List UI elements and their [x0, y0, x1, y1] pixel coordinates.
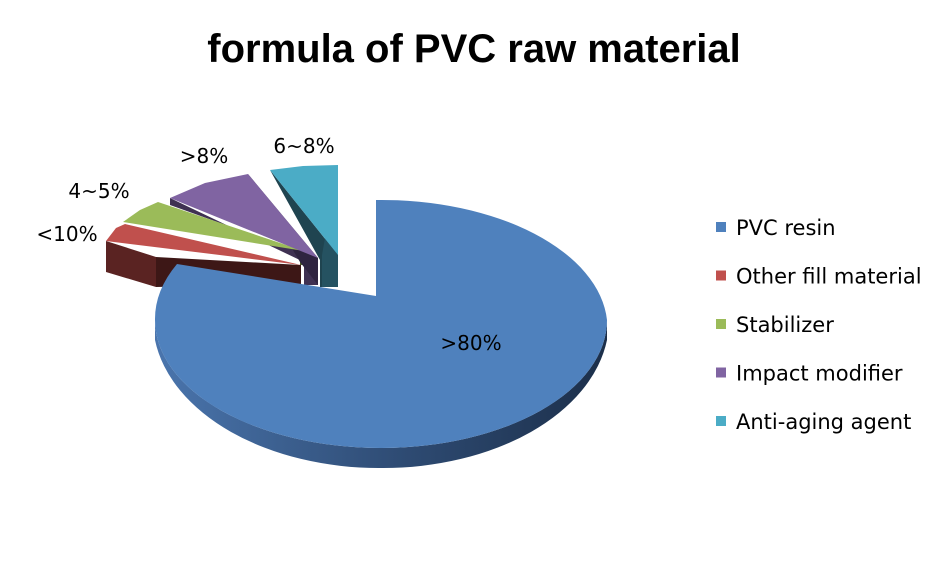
legend-label-anti-aging-agent: Anti-aging agent	[736, 410, 911, 434]
legend-swatch-other-fill-material	[716, 270, 726, 281]
slice-impact-modifier	[170, 174, 318, 258]
legend-item-other-fill-material: Other fill material	[716, 265, 922, 289]
slice-side-pvc-resin	[155, 320, 607, 469]
legend-item-impact-modifier: Impact modifier	[716, 362, 903, 386]
legend-swatch-anti-aging-agent	[716, 416, 726, 426]
legend-item-anti-aging-agent: Anti-aging agent	[716, 410, 911, 434]
data-label-other-fill: <10%	[36, 222, 97, 246]
data-label-pvc-resin: >80%	[440, 331, 501, 355]
slice-side-anti-aging-left	[270, 170, 338, 287]
chart-title: formula of PVC raw material	[207, 27, 740, 71]
legend-label-impact-modifier: Impact modifier	[736, 362, 903, 386]
data-label-stabilizer: 4~5%	[68, 179, 129, 203]
legend-item-pvc-resin: PVC resin	[716, 216, 836, 240]
legend-item-stabilizer: Stabilizer	[716, 313, 834, 337]
slice-tops	[106, 165, 608, 448]
legend-label-pvc-resin: PVC resin	[736, 216, 836, 240]
data-label-impact-modifier: >8%	[180, 144, 229, 168]
slice-anti-aging-agent	[270, 165, 338, 255]
legend-swatch-stabilizer	[716, 319, 726, 329]
slice-stabilizer	[123, 202, 304, 251]
data-labels: >80% <10% 4~5% >8% 6~8%	[36, 134, 501, 355]
legend-label-other-fill-material: Other fill material	[736, 265, 922, 289]
legend-swatch-pvc-resin	[716, 222, 726, 232]
data-label-anti-aging-agent: 6~8%	[273, 134, 334, 158]
slice-side-impact-modifier	[170, 198, 318, 285]
slice-side-other-fill	[106, 241, 156, 287]
legend-swatch-impact-modifier	[716, 367, 726, 378]
legend: PVC resin Other fill material Stabilizer Im…	[716, 216, 922, 434]
slice-pvc-resin	[154, 199, 608, 448]
legend-label-stabilizer: Stabilizer	[736, 313, 834, 337]
slice-other-fill	[106, 224, 301, 265]
